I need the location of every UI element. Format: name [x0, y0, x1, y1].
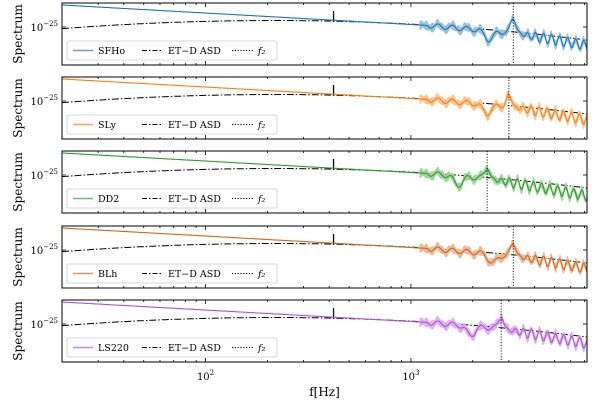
panel-sfho: 10−25 Spectrum SFHo ET−D ASD f₂	[11, 2, 588, 66]
axes-frame	[61, 299, 588, 363]
legend: DD2 ET−D ASD f₂	[66, 188, 278, 209]
axes-frame	[61, 2, 588, 66]
legend-label-series: LS220	[98, 343, 129, 354]
spectrum-line-dd2	[62, 152, 587, 202]
legend-box	[66, 114, 278, 135]
panel-dd2: 10−25 Spectrum DD2 ET−D ASD f₂	[11, 150, 588, 214]
legend-label-series: BLh	[98, 269, 117, 280]
panel-blh: 10−25 Spectrum BLh ET−D ASD f₂	[11, 225, 588, 289]
legend-label-f2: f₂	[257, 120, 266, 131]
panel-ls220: 10−25 Spectrum LS220 ET−D ASD f₂	[11, 299, 588, 363]
spectrum-line-ls220	[62, 301, 587, 349]
legend: SFHo ET−D ASD f₂	[66, 40, 278, 61]
et-d-asd-line	[62, 242, 587, 264]
legend-label-f2: f₂	[257, 194, 266, 205]
legend-label-series: DD2	[98, 194, 119, 205]
y-tick-label: 10−25	[30, 243, 58, 257]
uncertainty-band	[419, 89, 587, 129]
y-axis-label: Spectrum	[11, 152, 25, 212]
y-tick-label: 10−25	[30, 20, 58, 34]
y-tick-label: 10−25	[30, 168, 58, 182]
axes-frame	[61, 150, 588, 214]
legend-box	[66, 263, 278, 284]
x-tick-label: 103	[402, 369, 419, 383]
y-axis-label: Spectrum	[11, 4, 25, 64]
uncertainty-band	[419, 14, 587, 53]
legend-label-asd: ET−D ASD	[168, 269, 221, 280]
axes-frame	[61, 225, 588, 289]
legend-label-f2: f₂	[257, 269, 266, 280]
x-tick-label: 102	[197, 369, 214, 383]
spectrum-line-sfho	[62, 4, 587, 51]
legend-box	[66, 40, 278, 61]
y-axis-label: Spectrum	[11, 227, 25, 287]
legend: SLy ET−D ASD f₂	[66, 114, 278, 135]
y-axis-label: Spectrum	[11, 78, 25, 138]
et-d-asd-line	[62, 316, 587, 338]
legend-label-asd: ET−D ASD	[168, 343, 221, 354]
legend: BLh ET−D ASD f₂	[66, 263, 278, 284]
legend-label-f2: f₂	[257, 343, 266, 354]
legend-box	[66, 188, 278, 209]
y-axis-label: Spectrum	[11, 301, 25, 361]
axes-frame	[61, 76, 588, 140]
spectrum-line-sly	[62, 78, 587, 126]
legend-label-series: SFHo	[98, 46, 125, 57]
uncertainty-band	[419, 313, 587, 353]
legend-label-series: SLy	[98, 120, 117, 131]
legend-box	[66, 337, 278, 358]
x-axis-label: f[Hz]	[309, 385, 340, 399]
legend-label-asd: ET−D ASD	[168, 194, 221, 205]
legend-label-asd: ET−D ASD	[168, 46, 221, 57]
y-tick-label: 10−25	[30, 317, 58, 331]
legend-label-f2: f₂	[257, 46, 266, 57]
legend-label-asd: ET−D ASD	[168, 120, 221, 131]
panel-sly: 10−25 Spectrum SLy ET−D ASD f₂	[11, 76, 588, 140]
spectrum-line-blh	[62, 227, 587, 274]
y-tick-label: 10−25	[30, 94, 58, 108]
legend: LS220 ET−D ASD f₂	[66, 337, 278, 358]
